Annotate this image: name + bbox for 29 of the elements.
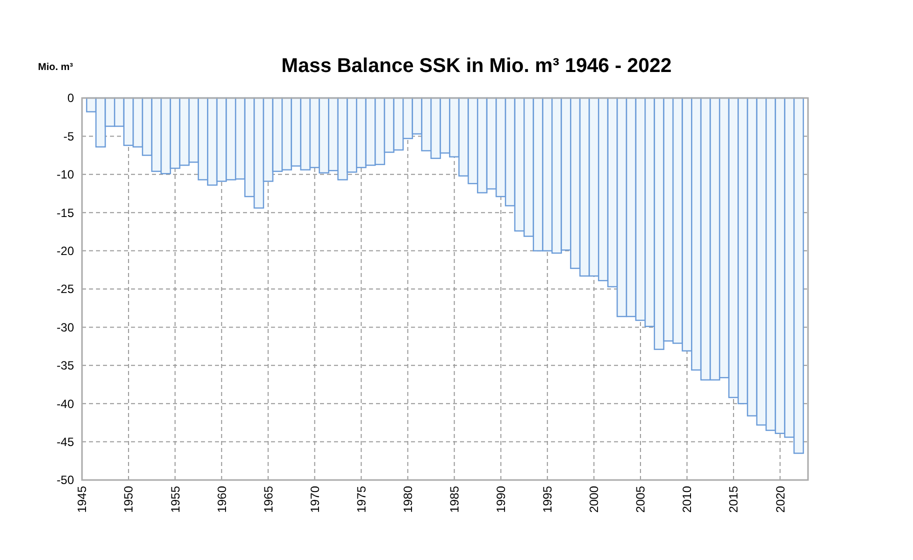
x-tick-label: 2005 — [634, 486, 648, 513]
x-tick-label: 1985 — [448, 486, 462, 513]
x-tick-label: 2015 — [726, 486, 741, 513]
y-tick-label: -30 — [56, 320, 74, 334]
chart-title: Mass Balance SSK in Mio. m³ 1946 - 2022 — [281, 55, 672, 77]
x-tick-label: 1965 — [261, 486, 276, 513]
x-tick-label: 2020 — [773, 486, 788, 513]
y-tick-label: 0 — [67, 91, 74, 106]
x-tick-label: 1955 — [168, 486, 182, 513]
y-axis-title: Mio. m³ — [38, 62, 74, 73]
x-tick-label: 2010 — [680, 486, 694, 513]
y-tick-label: -35 — [56, 358, 74, 373]
x-tick-label: 1990 — [494, 486, 508, 513]
x-tick-label: 1975 — [354, 486, 368, 513]
y-tick-label: -45 — [56, 435, 74, 449]
x-tick-label: 1950 — [122, 486, 136, 513]
x-tick-label: 1960 — [214, 486, 229, 513]
y-tick-label: -50 — [56, 473, 74, 488]
y-tick-label: -5 — [63, 129, 74, 144]
y-tick-label: -20 — [56, 244, 74, 258]
x-tick-label: 1970 — [308, 486, 322, 513]
y-tick-label: -25 — [56, 282, 74, 296]
x-tick-label: 1980 — [400, 486, 415, 513]
x-tick-label: 1995 — [540, 486, 555, 513]
x-tick-label: 1945 — [75, 486, 90, 513]
y-tick-label: -10 — [56, 168, 74, 182]
y-tick-label: -15 — [56, 206, 74, 220]
x-tick-label: 2000 — [587, 486, 602, 513]
y-tick-label: -40 — [56, 396, 74, 411]
